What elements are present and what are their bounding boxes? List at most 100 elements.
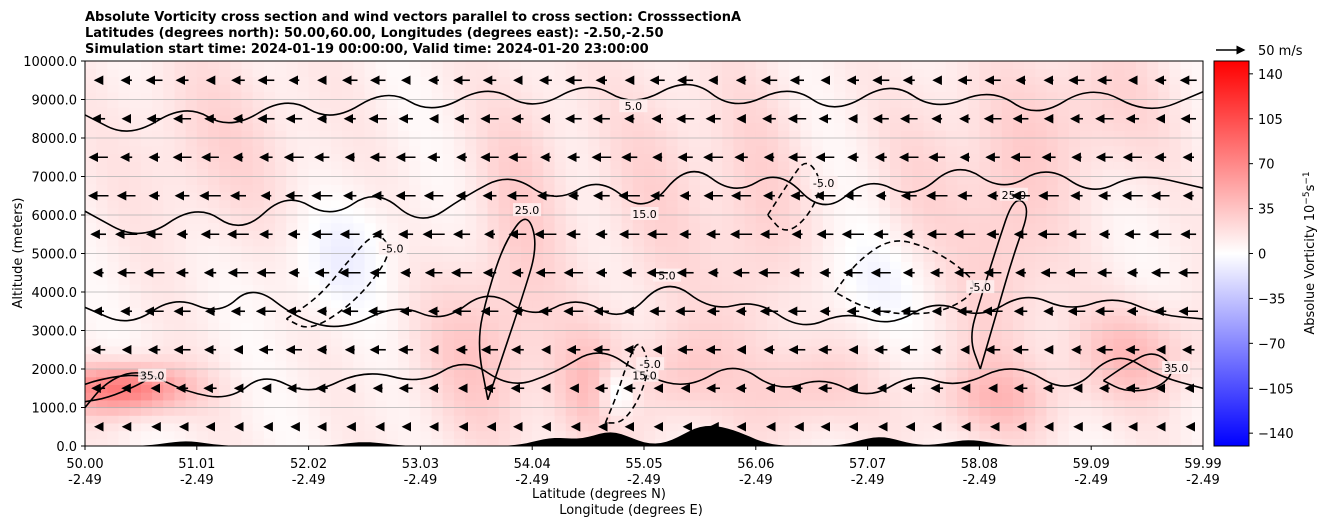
vorticity-cell <box>901 361 913 370</box>
vorticity-cell <box>766 130 779 139</box>
vorticity-cell <box>1158 253 1171 262</box>
vorticity-cell <box>263 138 276 147</box>
vorticity-cell <box>398 276 410 285</box>
vorticity-cell <box>733 68 746 77</box>
vorticity-cell <box>420 284 433 293</box>
vorticity-cell <box>409 222 421 231</box>
vorticity-cell <box>1024 345 1036 355</box>
vorticity-cell <box>85 292 97 301</box>
vorticity-cell <box>1046 353 1059 362</box>
vorticity-cell <box>621 222 634 231</box>
vorticity-cell <box>230 168 243 178</box>
vorticity-cell <box>532 330 544 339</box>
vorticity-cell <box>230 261 243 270</box>
vorticity-cell <box>1068 207 1081 216</box>
vorticity-cell <box>554 376 567 385</box>
vorticity-cell <box>677 145 690 154</box>
vorticity-cell <box>1024 307 1036 316</box>
vorticity-cell <box>308 438 321 446</box>
vorticity-cell <box>565 261 578 270</box>
vorticity-cell <box>834 191 846 201</box>
vorticity-cell <box>319 161 332 170</box>
vorticity-cell <box>945 430 958 439</box>
vorticity-cell <box>822 338 835 347</box>
vorticity-cell <box>1135 107 1148 116</box>
vorticity-cell <box>1147 422 1159 432</box>
vorticity-cell <box>409 369 421 378</box>
vorticity-cell <box>364 199 377 208</box>
vorticity-cell <box>163 276 176 285</box>
vorticity-cell <box>364 230 377 239</box>
vorticity-cell <box>420 353 433 362</box>
vorticity-cell <box>901 122 913 131</box>
vorticity-cell <box>308 407 321 416</box>
vorticity-cell <box>1180 184 1193 193</box>
vorticity-cell <box>800 230 813 239</box>
vorticity-cell <box>1012 369 1025 378</box>
vorticity-cell <box>923 61 936 70</box>
vorticity-cell <box>275 68 287 77</box>
vorticity-cell <box>1012 415 1025 424</box>
vorticity-cell <box>789 353 802 362</box>
vorticity-cell <box>1080 430 1092 439</box>
vorticity-cell <box>1046 222 1059 231</box>
vorticity-cell <box>375 84 388 93</box>
vorticity-cell <box>800 338 813 347</box>
vorticity-cell <box>207 161 220 170</box>
vorticity-cell <box>1102 292 1115 301</box>
vorticity-cell <box>1057 84 1070 93</box>
vorticity-cell <box>85 114 97 124</box>
vorticity-cell <box>263 353 276 362</box>
vorticity-cell <box>912 438 925 446</box>
vorticity-cell <box>498 207 511 216</box>
vorticity-cell <box>945 292 958 301</box>
vorticity-cell <box>353 84 366 93</box>
vorticity-cell <box>1169 415 1182 424</box>
vorticity-cell <box>856 153 869 162</box>
vorticity-cell <box>666 299 679 308</box>
vorticity-cell <box>297 422 310 432</box>
vorticity-cell <box>275 153 287 162</box>
vorticity-cell <box>241 153 254 162</box>
vorticity-cell <box>521 376 533 385</box>
vorticity-cell <box>386 61 399 70</box>
vorticity-cell <box>252 230 265 239</box>
vorticity-cell <box>129 138 142 147</box>
vorticity-cell <box>889 299 902 308</box>
vorticity-cell <box>509 107 522 116</box>
vorticity-cell <box>129 222 142 231</box>
vorticity-cell <box>96 245 108 255</box>
vorticity-cell <box>252 122 265 131</box>
vorticity-cell <box>129 330 142 339</box>
vorticity-cell <box>1012 299 1025 308</box>
vorticity-cell <box>1102 130 1115 139</box>
vorticity-cell <box>1169 284 1182 293</box>
vorticity-cell <box>766 207 779 216</box>
vorticity-cell <box>766 322 779 332</box>
vorticity-cell <box>330 84 343 93</box>
vorticity-cell <box>465 369 477 378</box>
vorticity-cell <box>822 407 835 416</box>
vorticity-cell <box>319 238 332 247</box>
vorticity-cell <box>957 84 969 93</box>
vorticity-cell <box>1057 430 1070 439</box>
vorticity-cell <box>610 130 623 139</box>
vorticity-cell <box>129 245 142 255</box>
vorticity-cell <box>275 407 287 416</box>
vorticity-cell <box>498 315 511 324</box>
vorticity-cell <box>811 422 824 432</box>
vorticity-cell <box>1024 99 1036 108</box>
vorticity-cell <box>442 322 455 332</box>
vorticity-cell <box>85 369 97 378</box>
vorticity-cell <box>532 292 544 301</box>
vorticity-cell <box>688 238 701 247</box>
vorticity-cell <box>1035 299 1048 308</box>
vorticity-cell <box>856 292 869 301</box>
vorticity-cell <box>465 138 477 147</box>
vorticity-cell <box>275 138 287 147</box>
vorticity-cell <box>990 107 1003 116</box>
vorticity-cell <box>923 276 936 285</box>
vorticity-cell <box>1169 268 1182 278</box>
vorticity-cell <box>1180 161 1193 170</box>
